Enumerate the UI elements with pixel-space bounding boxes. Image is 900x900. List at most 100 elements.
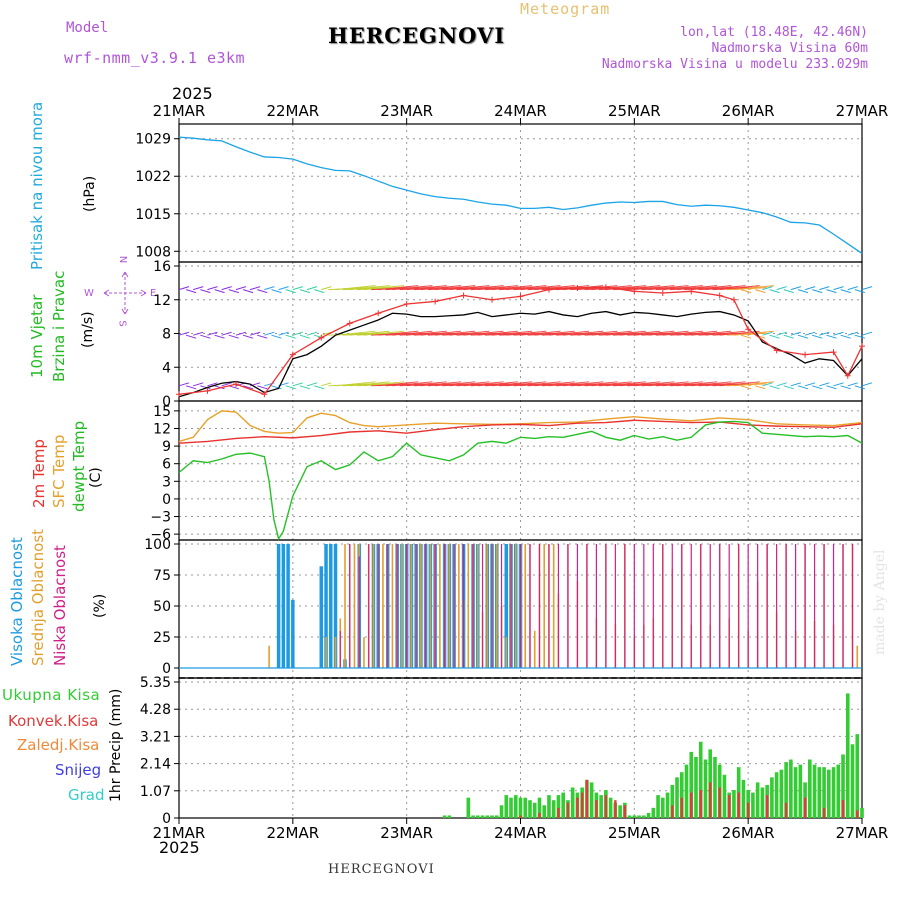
precip-total-bar — [618, 805, 622, 818]
wind-arrow — [534, 330, 575, 336]
value-tick-label: 15 — [153, 404, 171, 420]
cloud-bar — [339, 630, 341, 668]
wind-arrow — [620, 285, 661, 291]
wind-gust-marker — [346, 320, 353, 327]
wind-arrow — [719, 285, 760, 291]
wind-arrow — [299, 334, 311, 339]
precip-conv-bar — [614, 800, 617, 818]
precip-total-bar — [798, 764, 803, 818]
cloud-bar — [681, 544, 683, 668]
wind-gust-marker — [773, 347, 780, 354]
wind-arrow — [292, 286, 303, 291]
precip-conv-bar — [841, 800, 845, 818]
wind-arrow — [335, 330, 376, 336]
wind-arrow — [292, 331, 303, 336]
wind-arrow — [840, 334, 851, 339]
cloud-bar — [434, 544, 436, 668]
cloud-bar — [595, 544, 597, 668]
wind-arrow — [605, 285, 646, 291]
cloud-bar — [514, 544, 517, 668]
precip-total-bar — [494, 815, 499, 818]
value-tick-label: 3.21 — [140, 729, 171, 745]
wind-arrow — [804, 331, 816, 336]
wind-arrow — [705, 381, 746, 387]
cloud-bar — [415, 544, 417, 668]
value-tick-label: 100 — [144, 537, 171, 553]
wind-arrow — [392, 381, 433, 387]
wind-arrow — [577, 381, 618, 387]
precip-total-bar — [476, 815, 480, 818]
wind-arrow — [563, 330, 604, 336]
wind-gust-marker — [745, 326, 752, 333]
wind-gust-marker — [460, 292, 467, 299]
cloud-bar — [481, 544, 484, 668]
value-tick-label: 50 — [153, 599, 171, 615]
wind-arrow — [804, 382, 816, 387]
precip-total-bar — [822, 767, 826, 818]
cloud-bar — [832, 544, 835, 668]
precip-total-bar — [665, 792, 670, 818]
wind-arrow — [769, 334, 780, 339]
wind-arrow — [435, 285, 476, 291]
precip-total-bar — [637, 815, 641, 818]
year-top: 2025 — [172, 84, 213, 103]
wind-gust-marker — [176, 391, 182, 398]
wind-arrow — [797, 289, 809, 294]
precip-total-bar — [812, 764, 817, 818]
cloud-bar — [557, 544, 560, 668]
precip-total-bar — [561, 792, 565, 818]
wind-arrow — [221, 382, 232, 387]
cloud-bar — [368, 544, 370, 668]
wind-arrow — [691, 330, 732, 336]
precip-total-bar — [760, 787, 765, 818]
precip-total-bar — [779, 769, 784, 818]
cloud-bar — [396, 544, 398, 668]
wind-arrow — [314, 385, 325, 390]
precip-total-bar — [732, 790, 736, 818]
wind-arrow — [797, 334, 809, 339]
precip-total-bar — [841, 754, 845, 818]
wind-arrow — [755, 289, 766, 294]
wind-arrow — [812, 289, 823, 294]
precip-conv-bar — [595, 800, 598, 818]
precip-total-bar — [817, 767, 822, 818]
wind-arrow — [278, 286, 289, 291]
precip-total-bar — [523, 797, 528, 818]
wind-gust-marker — [730, 296, 737, 303]
wind-arrow — [769, 385, 780, 390]
cloud-bar — [652, 544, 654, 668]
cloud-bar — [813, 544, 816, 668]
precip-total-bar — [770, 777, 774, 818]
wind-arrow — [591, 330, 632, 336]
elevation: Nadmorska Visina 60m — [711, 41, 868, 56]
cloud-bar — [719, 544, 721, 668]
wind-arrow — [826, 385, 837, 390]
wind-arrow — [235, 286, 247, 291]
wind-arrow — [620, 330, 661, 336]
precip-conv-bar — [718, 787, 721, 818]
wind-arrow — [242, 334, 254, 339]
cloud-bar — [842, 544, 844, 668]
cloud-bar — [486, 544, 489, 668]
wind-arrow — [740, 334, 752, 339]
cloud-bar — [353, 544, 356, 668]
wind-compass: N W E S — [80, 256, 156, 328]
cloud-bar — [662, 544, 664, 668]
precip-total-bar — [675, 777, 679, 818]
cloud-bar — [766, 544, 768, 668]
cloud-bar — [671, 544, 673, 668]
wind-arrow — [214, 334, 225, 339]
wind-arrow — [299, 385, 311, 390]
wind-arrow — [840, 385, 851, 390]
value-tick-label: 12 — [153, 293, 171, 309]
precip-total-bar — [471, 815, 475, 818]
precip-total-bar — [831, 767, 836, 818]
wind-arrow — [185, 289, 197, 294]
precip-conv-bar — [784, 802, 788, 818]
time-tick-top: 25MAR — [608, 102, 661, 120]
precip-total-bar — [845, 693, 850, 818]
value-tick-label: 1.07 — [140, 784, 171, 800]
wind-arrow — [477, 381, 518, 387]
cloud-bar — [372, 544, 375, 668]
wind-arrow — [178, 286, 190, 291]
